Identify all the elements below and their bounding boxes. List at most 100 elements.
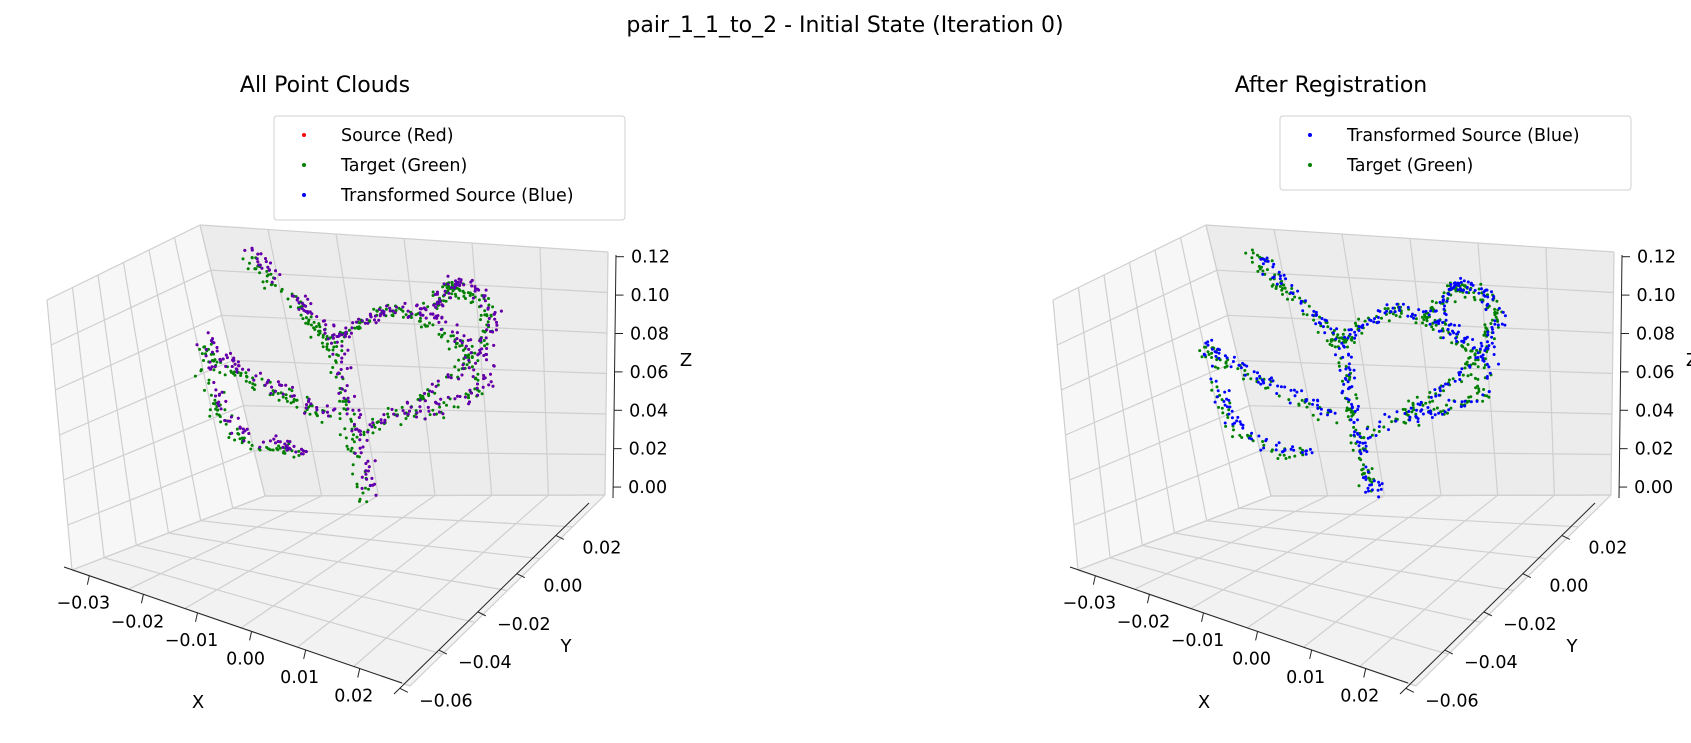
transformed-point: [464, 344, 468, 348]
transformed-point: [345, 367, 349, 370]
grid-line: [59, 359, 233, 436]
grid-line: [232, 359, 607, 375]
target-point: [1398, 315, 1402, 319]
transformed-point: [484, 336, 488, 340]
target-point: [281, 395, 285, 399]
transformed-point: [1407, 410, 1411, 413]
transformed-point: [1493, 322, 1497, 326]
target-point: [1357, 317, 1361, 321]
transformed-point: [423, 399, 427, 403]
transformed-point: [228, 419, 232, 423]
transformed-point: [306, 297, 310, 301]
x-tick-label: 0.02: [1340, 687, 1379, 707]
transformed-point: [1360, 326, 1364, 329]
target-point: [238, 437, 242, 441]
transformed-point: [326, 410, 329, 414]
target-point: [1428, 400, 1432, 404]
transformed-point: [1496, 323, 1500, 327]
transformed-point: [303, 411, 307, 415]
target-point: [401, 315, 405, 319]
transformed-point: [351, 408, 355, 412]
transformed-point: [267, 268, 271, 272]
transformed-point: [470, 391, 473, 395]
transformed-point: [1217, 351, 1221, 355]
transformed-point: [236, 416, 240, 420]
transformed-point: [1347, 328, 1351, 332]
transformed-point: [235, 370, 239, 374]
transformed-point: [449, 296, 452, 300]
transformed-point: [1357, 444, 1361, 448]
transformed-point: [493, 317, 497, 321]
transformed-point: [1430, 416, 1434, 419]
target-point: [372, 307, 376, 311]
target-point: [460, 343, 464, 347]
target-point: [292, 400, 295, 404]
transformed-point: [1337, 347, 1341, 350]
transformed-point: [388, 309, 392, 313]
transformed-point: [1265, 256, 1269, 260]
transformed-point: [1486, 302, 1490, 306]
transformed-point: [1409, 406, 1413, 410]
transformed-point: [1228, 405, 1232, 409]
target-point: [1316, 418, 1320, 422]
transformed-point: [1283, 448, 1287, 452]
target-point: [317, 322, 321, 326]
transformed-point: [1497, 362, 1500, 366]
transformed-point: [1383, 412, 1387, 416]
transformed-point: [1458, 378, 1462, 381]
target-point: [467, 353, 471, 357]
target-point: [455, 341, 459, 345]
transformed-point: [476, 382, 479, 386]
target-point: [453, 365, 457, 369]
transformed-point: [1391, 306, 1395, 310]
target-point: [352, 412, 356, 416]
transformed-point: [1453, 400, 1457, 403]
transformed-point: [434, 305, 438, 309]
target-point: [1377, 430, 1381, 433]
target-point: [212, 368, 216, 372]
target-point: [400, 405, 404, 409]
transformed-point: [217, 404, 221, 408]
target-point: [1425, 319, 1429, 323]
transformed-point: [265, 381, 269, 385]
transformed-point: [300, 307, 304, 310]
transformed-point: [371, 421, 375, 425]
target-point: [445, 286, 449, 290]
target-point: [1386, 307, 1390, 311]
target-point: [458, 344, 462, 348]
grid-line: [168, 532, 508, 592]
x-tick-label: −0.03: [1063, 594, 1117, 614]
target-point: [431, 290, 435, 294]
transformed-point: [286, 439, 290, 443]
target-point: [378, 427, 382, 431]
target-point: [1362, 471, 1366, 475]
transformed-point: [1217, 356, 1221, 360]
transformed-point: [457, 283, 461, 287]
transformed-point: [1491, 331, 1495, 335]
transformed-point: [1210, 347, 1214, 351]
transformed-point: [1453, 283, 1457, 287]
transformed-point: [483, 376, 487, 380]
transformed-point: [1412, 316, 1416, 320]
transformed-point: [1378, 483, 1382, 487]
target-point: [1305, 313, 1309, 317]
target-point: [1351, 448, 1355, 452]
transformed-point: [1272, 275, 1276, 279]
target-point: [1224, 360, 1228, 364]
transformed-point: [1443, 304, 1446, 308]
transformed-point: [492, 312, 496, 316]
y-axis-label: Y: [560, 636, 573, 657]
target-point: [261, 280, 265, 284]
transformed-point: [476, 393, 480, 397]
target-point: [1349, 441, 1353, 445]
target-point: [1476, 384, 1480, 388]
transformed-point: [423, 417, 427, 421]
target-point: [1391, 312, 1395, 316]
target-point: [431, 294, 435, 297]
transformed-point: [215, 349, 219, 353]
target-point: [364, 486, 367, 490]
target-point: [299, 313, 303, 317]
target-point: [464, 392, 468, 396]
transformed-point: [1344, 367, 1348, 371]
target-point: [277, 398, 281, 402]
